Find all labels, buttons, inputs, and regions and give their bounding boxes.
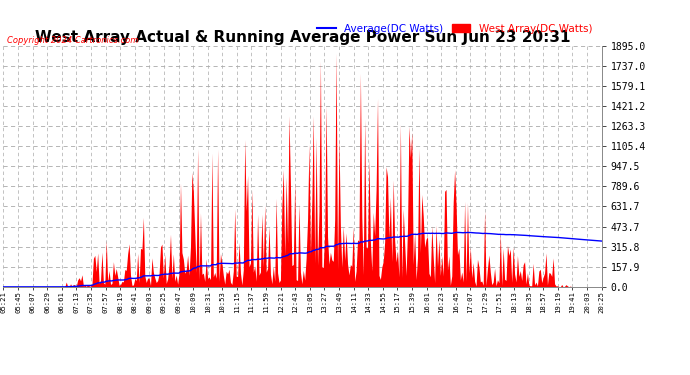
Text: Copyright 2024 Cartronics.com: Copyright 2024 Cartronics.com: [7, 36, 138, 45]
Title: West Array Actual & Running Average Power Sun Jun 23 20:31: West Array Actual & Running Average Powe…: [34, 30, 571, 45]
Legend: Average(DC Watts), West Array(DC Watts): Average(DC Watts), West Array(DC Watts): [313, 20, 596, 38]
